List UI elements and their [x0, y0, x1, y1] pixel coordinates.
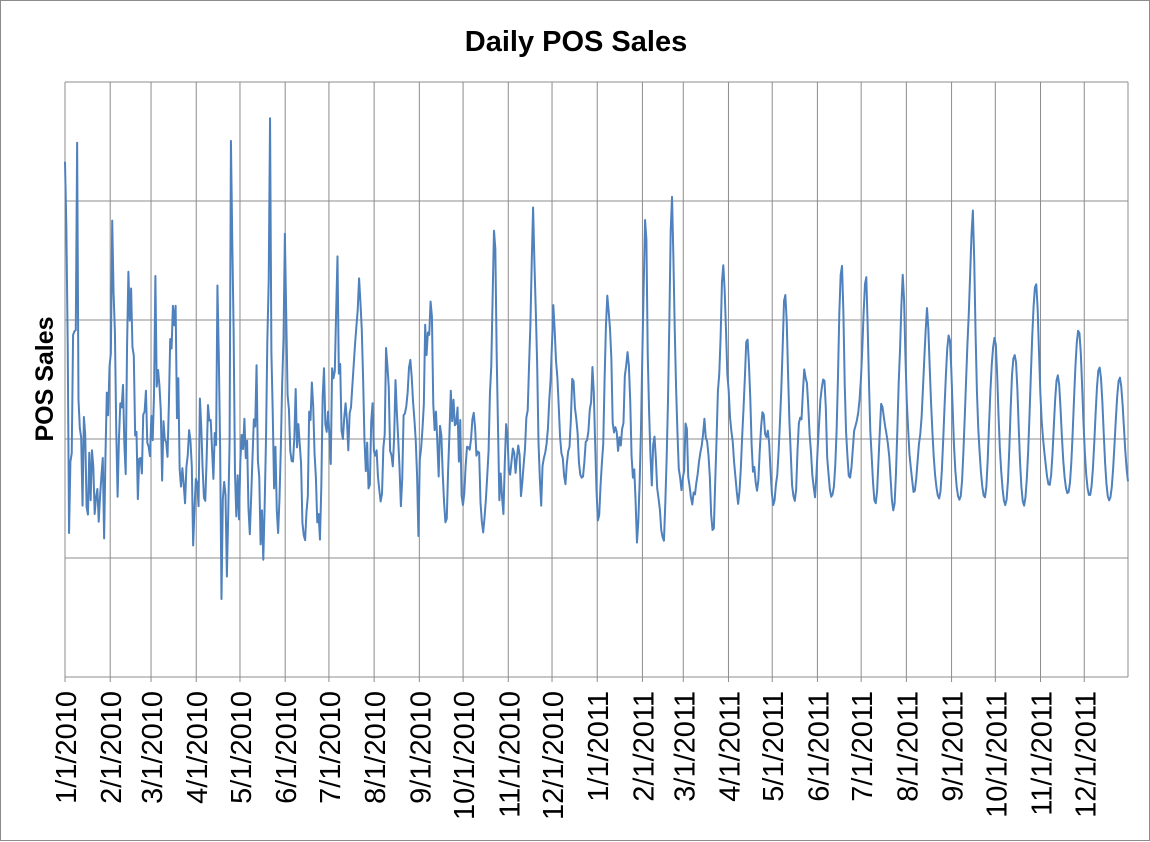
x-tick-label: 7/1/2010 [315, 691, 347, 804]
x-tick-label: 7/1/2011 [847, 691, 879, 802]
x-tick-label: 4/1/2011 [714, 691, 746, 802]
x-tick-label: 12/1/2011 [1070, 691, 1102, 818]
series-layer [64, 117, 1129, 601]
x-tick-label: 8/1/2011 [892, 691, 924, 802]
x-tick-label: 5/1/2010 [226, 691, 258, 804]
x-tick-label: 3/1/2010 [137, 691, 169, 804]
x-tick-label: 3/1/2011 [669, 691, 701, 802]
gridlines [64, 81, 1128, 678]
x-tick-label: 11/1/2010 [494, 691, 526, 818]
x-tick-label: 9/1/2010 [405, 691, 437, 804]
x-tick-label: 6/1/2011 [803, 691, 835, 802]
x-tick-label: 8/1/2010 [360, 691, 392, 804]
x-tick-label: 12/1/2010 [538, 691, 570, 820]
x-tick-label: 5/1/2011 [758, 691, 790, 802]
x-tick-labels: 1/1/2010 2/1/2010 3/1/2010 4/1/2010 5/1/2010… [51, 691, 1102, 820]
axes [64, 82, 1129, 682]
x-tick-label: 10/1/2011 [981, 691, 1013, 818]
y-axis-label: POS Sales [31, 316, 59, 441]
pos-sales-line [64, 117, 1129, 601]
x-tick-label: 10/1/2010 [449, 691, 481, 820]
x-tick-label: 1/1/2010 [51, 691, 83, 804]
x-tick-label: 2/1/2010 [96, 691, 128, 804]
x-tick-label: 11/1/2011 [1027, 691, 1059, 816]
chart-title: Daily POS Sales [465, 26, 687, 58]
x-tick-label: 4/1/2010 [182, 691, 214, 804]
x-tick-label: 1/1/2011 [583, 691, 615, 802]
x-tick-label: 9/1/2011 [938, 691, 970, 802]
x-tick-label: 6/1/2010 [271, 691, 303, 804]
x-tick-label: 2/1/2011 [628, 691, 660, 802]
